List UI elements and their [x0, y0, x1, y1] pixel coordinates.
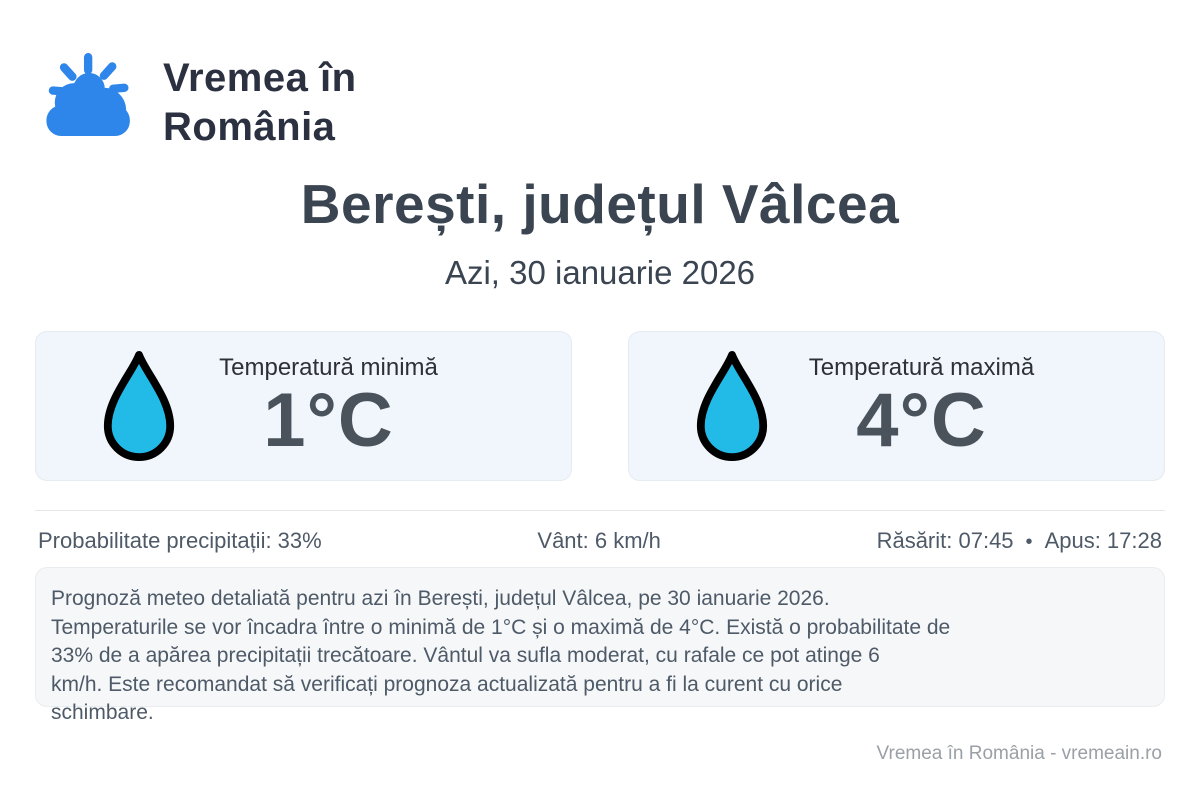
- min-temperature-value: 1°C: [263, 377, 394, 463]
- sunrise-stat: Răsărit: 07:45: [876, 528, 1014, 554]
- brand-name-line2: România: [163, 104, 336, 149]
- sun-cloud-logo-icon: [46, 53, 130, 137]
- forecast-description-line: 33% de a apărea precipitații trecătoare.…: [51, 644, 880, 668]
- brand-name-line1: Vremea în: [163, 56, 357, 100]
- forecast-description-line: Temperaturile se vor încadra între o min…: [51, 615, 951, 639]
- max-temperature-label: Temperatură maximă: [808, 353, 1035, 381]
- temperature-cards: Temperatură minimă 1°C Temperatură maxim…: [35, 331, 1165, 482]
- forecast-description-line: schimbare.: [51, 700, 154, 724]
- sun-times-stat: Răsărit: 07:45 • Apus: 17:28: [877, 528, 1162, 554]
- forecast-description-line: Prognoză meteo detaliată pentru azi în B…: [51, 587, 830, 611]
- stats-row: Probabilitate precipitații: 33% Vânt: 6 …: [35, 528, 1165, 554]
- precipitation-stat: Probabilitate precipitații: 33%: [38, 528, 322, 554]
- max-temperature-value: 4°C: [856, 377, 987, 463]
- wind-stat: Vânt: 6 km/h: [537, 528, 661, 554]
- divider: [35, 510, 1165, 512]
- brand-header: Vremea în România: [39, 0, 1165, 152]
- footer-credit: Vremea în România - vremeain.ro: [876, 743, 1162, 765]
- page-title: Berești, județul Vâlcea: [300, 172, 900, 235]
- forecast-description-line: km/h. Este recomandat să verificați prog…: [51, 672, 843, 696]
- max-temperature-card: Temperatură maximă 4°C: [628, 331, 1165, 482]
- water-drop-icon: [103, 351, 175, 462]
- sunset-stat: Apus: 17:28: [1044, 528, 1162, 554]
- max-temperature-text: Temperatură maximă 4°C: [771, 354, 1164, 459]
- brand-name: Vremea în România: [163, 54, 357, 152]
- forecast-description: Prognoză meteo detaliată pentru azi în B…: [35, 567, 1165, 724]
- min-temperature-label: Temperatură minimă: [219, 353, 438, 381]
- date-subtitle: Azi, 30 ianuarie 2026: [444, 254, 756, 292]
- water-drop-icon: [696, 351, 768, 462]
- bullet-separator: •: [1025, 531, 1033, 554]
- min-temperature-card: Temperatură minimă 1°C: [35, 331, 572, 482]
- min-temperature-text: Temperatură minimă 1°C: [178, 354, 571, 459]
